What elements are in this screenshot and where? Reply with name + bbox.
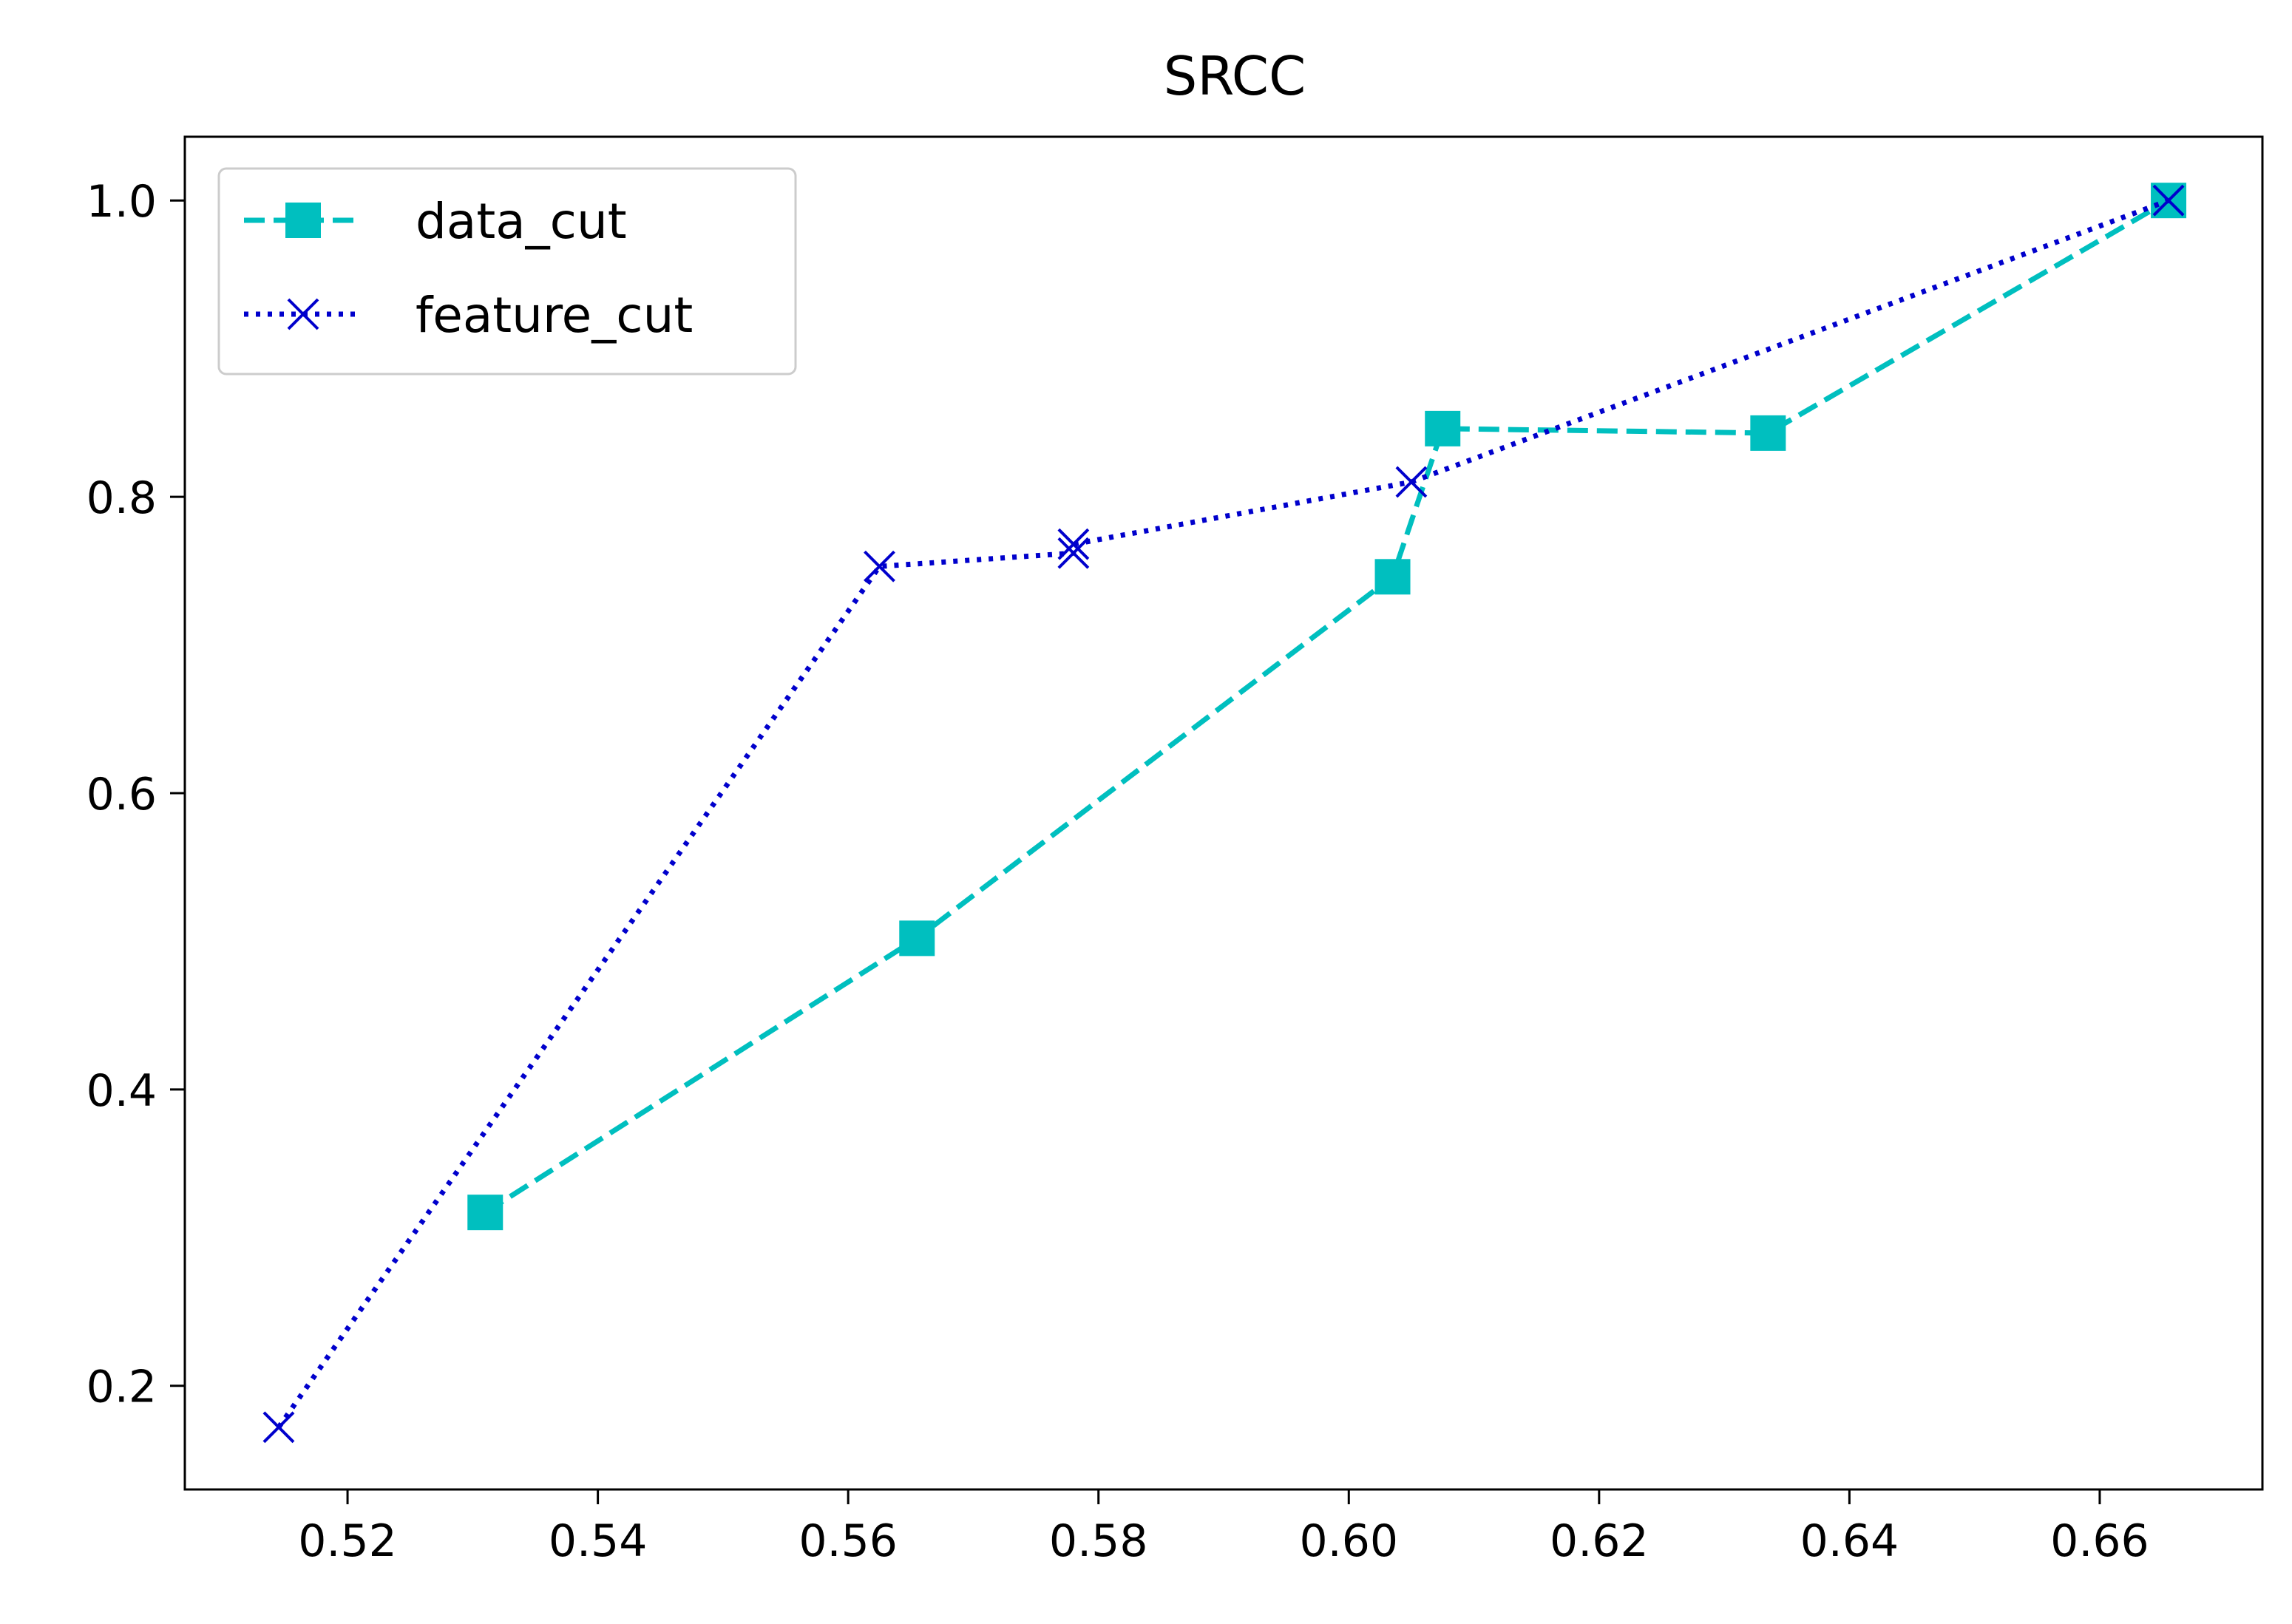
x-tick-label: 0.66 (2050, 1515, 2149, 1567)
y-axis: 0.2 0.4 0.6 0.8 1.0 (87, 176, 185, 1413)
legend: data_cut feature_cut (217, 167, 797, 376)
legend-swatch-marker (285, 203, 321, 238)
x-tick-label: 0.60 (1299, 1515, 1398, 1567)
data-point-feature_cut (262, 1411, 295, 1444)
series-line-feature_cut (277, 197, 2170, 1429)
x-tick-label: 0.58 (1049, 1515, 1148, 1567)
y-tick-label: 0.4 (87, 1065, 157, 1117)
chart-title: SRCC (1164, 45, 1306, 107)
y-tick-label: 0.8 (87, 472, 157, 524)
data-point-data_cut (1425, 410, 1461, 446)
data-point-feature_cut (1057, 537, 1090, 569)
series-line-data_cut (484, 198, 2170, 1215)
x-tick-label: 0.54 (549, 1515, 648, 1567)
series-layer (262, 183, 2187, 1444)
data-point-feature_cut (2152, 184, 2185, 217)
x-tick-label: 0.62 (1550, 1515, 1649, 1567)
x-tick-label: 0.56 (799, 1515, 898, 1567)
legend-item-feature_cut: feature_cut (244, 287, 693, 344)
series-feature_cut (262, 184, 2185, 1444)
data-point-data_cut (1750, 415, 1786, 451)
data-point-data_cut (467, 1195, 504, 1231)
legend-swatch-marker (287, 298, 319, 330)
legend-box (217, 167, 797, 376)
y-tick-label: 0.6 (87, 769, 157, 821)
x-axis: 0.52 0.54 0.56 0.58 0.60 0.62 0.64 0.66 (298, 1489, 2149, 1567)
data-point-data_cut (899, 920, 935, 957)
x-tick-label: 0.52 (298, 1515, 397, 1567)
legend-label: data_cut (416, 193, 627, 250)
data-point-feature_cut (1395, 466, 1428, 498)
data-point-data_cut (1374, 559, 1411, 595)
data-point-feature_cut (864, 550, 895, 582)
legend-item-data_cut: data_cut (244, 193, 627, 250)
x-tick-label: 0.64 (1800, 1515, 1899, 1567)
plot-area-frame (183, 135, 2264, 1491)
legend-label: feature_cut (416, 287, 693, 344)
y-tick-label: 0.2 (87, 1362, 157, 1413)
y-tick-label: 1.0 (87, 176, 157, 228)
data-point-feature_cut (1057, 528, 1090, 560)
